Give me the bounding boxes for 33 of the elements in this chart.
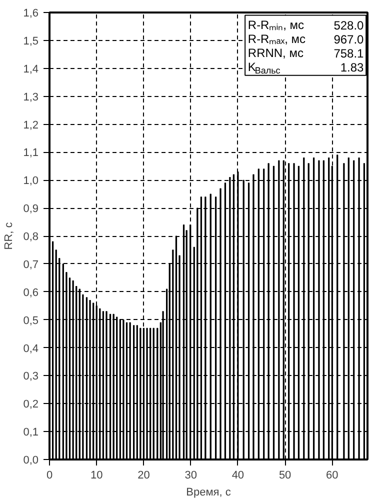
y-tick-label: 1,4 <box>23 63 39 76</box>
x-tick-label: 0 <box>46 470 53 482</box>
y-tick-label: 0,5 <box>23 314 39 327</box>
y-tick-label: 0,2 <box>23 398 39 411</box>
annotation: 1.83 <box>340 60 364 74</box>
y-tick-label: 0,4 <box>23 342 39 355</box>
x-tick-label: 60 <box>326 470 338 482</box>
x-tick-label: 40 <box>232 470 244 482</box>
annotation: 967.0 <box>334 32 364 47</box>
annotation: R-Rₘₐₓ, мс <box>248 32 306 46</box>
y-tick-label: 1,6 <box>23 8 39 20</box>
annotation: 528.0 <box>334 18 364 33</box>
y-tick-label: 0,8 <box>23 231 39 243</box>
y-tick-label: 1,5 <box>23 35 39 48</box>
x-tick-label: 50 <box>278 470 292 482</box>
y-tick-label: 1,3 <box>23 91 39 104</box>
x-axis-title: Время, с <box>186 486 232 498</box>
y-tick-label: 0,1 <box>23 426 39 439</box>
x-tick-label: 10 <box>90 470 103 482</box>
y-tick-label: 0,6 <box>23 286 39 299</box>
annotation: 758.1 <box>334 46 364 61</box>
x-tick-label: 30 <box>184 470 197 482</box>
y-tick-label: 0,3 <box>23 370 39 383</box>
y-tick-label: 1,1 <box>23 147 39 160</box>
y-tick-label: 1,2 <box>23 119 39 132</box>
annotation: RRNN, мс <box>248 46 304 60</box>
x-tick-label: 20 <box>138 470 150 482</box>
y-axis-title: RR, с <box>3 222 16 250</box>
y-tick-label: 0,7 <box>23 258 39 271</box>
y-tick-label: 0,0 <box>23 454 39 466</box>
annotation: R-Rₘᵢₙ, мс <box>248 18 304 32</box>
y-tick-label: 0,9 <box>23 203 39 216</box>
y-tick-label: 1,0 <box>23 175 39 188</box>
